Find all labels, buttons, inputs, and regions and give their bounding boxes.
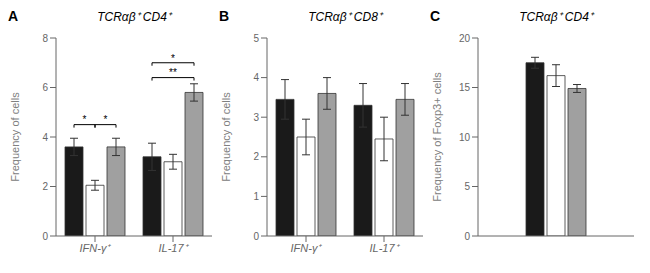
svg-text:5: 5	[464, 181, 470, 192]
html-text:A: A	[8, 8, 19, 24]
svg-text:IL-17⁺: IL-17⁺	[369, 242, 400, 254]
svg-text:0: 0	[464, 231, 470, 242]
svg-text:Frequency of cells: Frequency of cells	[9, 92, 21, 182]
svg-text:2: 2	[253, 151, 259, 162]
html-text:TCRαβ⁺ CD4⁺: TCRαβ⁺ CD4⁺	[97, 10, 171, 24]
svg-text:20: 20	[459, 33, 471, 44]
svg-text:4: 4	[42, 132, 48, 143]
svg-text:5: 5	[253, 33, 259, 44]
svg-text:2: 2	[42, 181, 48, 192]
svg-text:Frequency of cells: Frequency of cells	[220, 92, 232, 182]
svg-text:10: 10	[459, 132, 471, 143]
svg-text:15: 15	[459, 82, 471, 93]
svg-text:IL-17⁺: IL-17⁺	[158, 242, 189, 254]
html-text:TCRαβ⁺ CD8⁺: TCRαβ⁺ CD8⁺	[308, 10, 382, 24]
svg-text:3: 3	[253, 112, 259, 123]
svg-text:0: 0	[253, 231, 259, 242]
svg-text:6: 6	[42, 82, 48, 93]
svg-text:4: 4	[253, 72, 259, 83]
svg-text:*: *	[171, 53, 175, 64]
svg-text:*: *	[83, 114, 87, 125]
svg-text:IFN-γ⁺: IFN-γ⁺	[291, 242, 324, 254]
svg-text:Frequency of Foxp3+ cells: Frequency of Foxp3+ cells	[431, 72, 443, 202]
svg-text:IFN-γ⁺: IFN-γ⁺	[80, 242, 113, 254]
html-text:C: C	[430, 8, 441, 24]
svg-text:*: *	[104, 114, 108, 125]
html-text:TCRαβ⁺ CD4⁺: TCRαβ⁺ CD4⁺	[519, 10, 593, 24]
html-text:B: B	[219, 8, 230, 24]
svg-text:**: **	[169, 67, 177, 78]
svg-text:0: 0	[42, 231, 48, 242]
svg-text:1: 1	[253, 191, 259, 202]
svg-text:8: 8	[42, 33, 48, 44]
